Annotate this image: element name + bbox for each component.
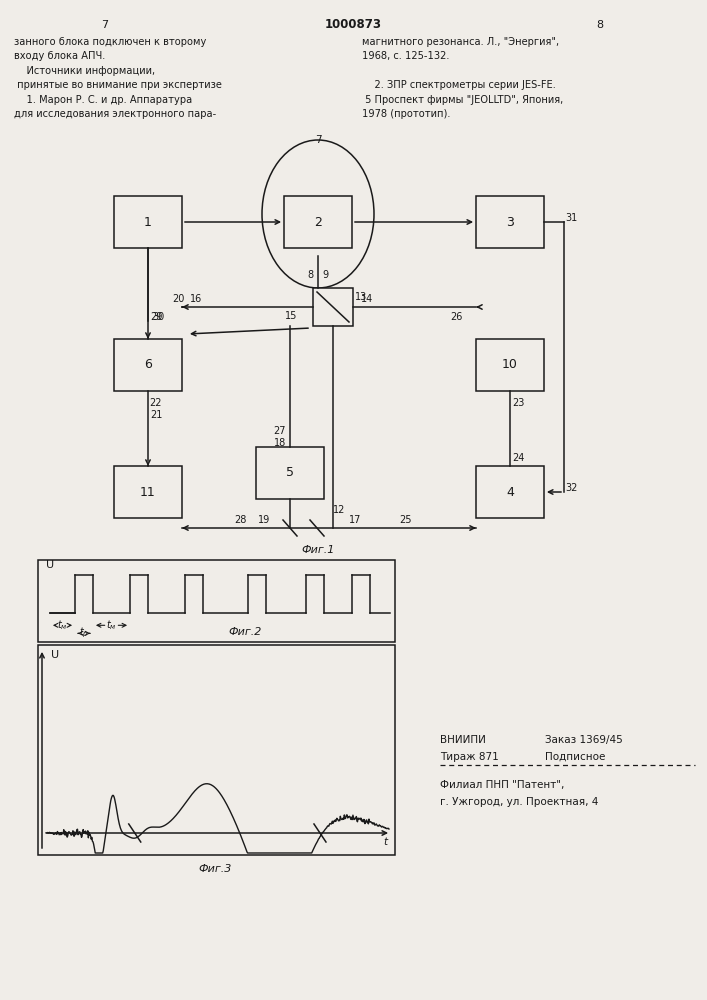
Text: 17: 17	[349, 515, 361, 525]
Text: 13: 13	[355, 292, 367, 302]
Text: 4: 4	[506, 486, 514, 498]
Text: t: t	[383, 837, 387, 847]
Text: 11: 11	[140, 486, 156, 498]
Bar	[114, 196, 182, 248]
Text: 25: 25	[399, 515, 411, 525]
Text: 20: 20	[172, 294, 185, 304]
Text: 1000873: 1000873	[325, 18, 382, 31]
Text: 5: 5	[286, 466, 294, 480]
Text: Заказ 1369/45: Заказ 1369/45	[545, 735, 623, 745]
Text: 31: 31	[565, 213, 577, 223]
Bar	[38, 560, 395, 642]
Bar	[114, 339, 182, 391]
Text: 30: 30	[152, 312, 164, 322]
Text: 23: 23	[512, 398, 524, 408]
Text: 7: 7	[315, 135, 321, 145]
Bar	[476, 339, 544, 391]
Text: Филиал ПНП "Патент",: Филиал ПНП "Патент",	[440, 780, 564, 790]
Text: $t_м$: $t_м$	[57, 618, 68, 632]
Bar	[38, 645, 395, 855]
Text: Фиг.1: Фиг.1	[301, 545, 334, 555]
Text: Фиг.3: Фиг.3	[198, 864, 232, 874]
Text: 19: 19	[258, 515, 270, 525]
Bar	[476, 466, 544, 518]
Text: занного блока подключен к второму
входу блока АПЧ.
    Источники информации,
 пр: занного блока подключен к второму входу …	[14, 37, 222, 119]
Text: Фиг.2: Фиг.2	[228, 627, 262, 637]
Bar	[476, 196, 544, 248]
Text: $t_р$: $t_р$	[79, 626, 89, 641]
Text: Подписное: Подписное	[545, 752, 605, 762]
Text: 8: 8	[597, 20, 604, 30]
Text: 24: 24	[512, 453, 524, 463]
Bar	[256, 447, 324, 499]
Text: магнитного резонанса. Л., "Энергия",
1968, с. 125-132.

    2. ЗПР спектрометры : магнитного резонанса. Л., "Энергия", 196…	[362, 37, 563, 119]
Text: 15: 15	[285, 311, 297, 321]
Text: 10: 10	[502, 359, 518, 371]
Bar	[284, 196, 352, 248]
Text: 29: 29	[150, 312, 162, 322]
Text: 1: 1	[144, 216, 152, 229]
Text: Тираж 871: Тираж 871	[440, 752, 498, 762]
Text: 26: 26	[450, 312, 462, 322]
Bar	[313, 288, 353, 326]
Text: 18: 18	[274, 438, 286, 448]
Text: 22: 22	[150, 398, 162, 408]
Text: 7: 7	[101, 20, 109, 30]
Bar	[114, 466, 182, 518]
Text: 6: 6	[144, 359, 152, 371]
Text: 9: 9	[322, 270, 328, 280]
Text: 16: 16	[190, 294, 202, 304]
Text: ВНИИПИ: ВНИИПИ	[440, 735, 486, 745]
Text: 8: 8	[307, 270, 313, 280]
Text: 2: 2	[314, 216, 322, 229]
Text: $t_м$: $t_м$	[106, 618, 117, 632]
Text: 12: 12	[333, 505, 345, 515]
Text: 32: 32	[565, 483, 577, 493]
Text: 14: 14	[361, 294, 373, 304]
Text: г. Ужгород, ул. Проектная, 4: г. Ужгород, ул. Проектная, 4	[440, 797, 598, 807]
Text: 3: 3	[506, 216, 514, 229]
Text: U: U	[46, 560, 54, 570]
Text: 21: 21	[150, 410, 162, 420]
Text: U: U	[51, 650, 59, 660]
Text: 27: 27	[274, 426, 286, 436]
Text: 28: 28	[234, 515, 246, 525]
